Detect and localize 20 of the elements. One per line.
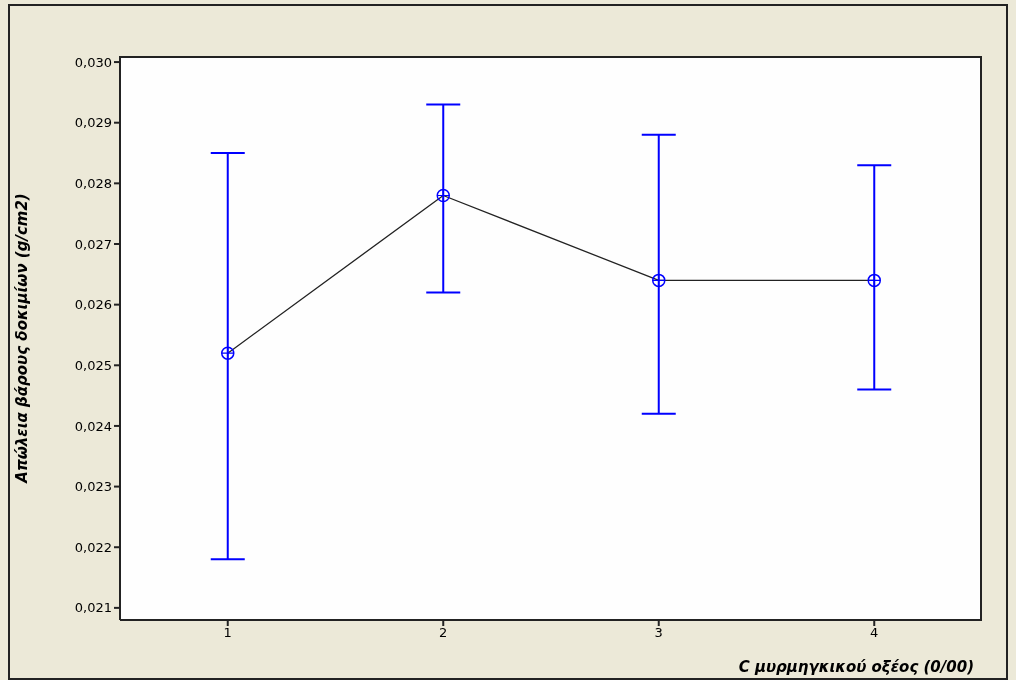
y-tick-label: 0,024 bbox=[74, 418, 112, 434]
y-tick-label: 0,021 bbox=[74, 600, 112, 616]
y-tick-label: 0,028 bbox=[74, 175, 112, 191]
y-tick-label: 0,026 bbox=[74, 297, 112, 313]
y-tick-label: 0,025 bbox=[74, 357, 112, 373]
x-tick-label: 1 bbox=[223, 625, 232, 641]
y-tick-label: 0,022 bbox=[74, 539, 112, 555]
y-tick-label: 0,027 bbox=[74, 236, 112, 252]
y-tick-label: 0,030 bbox=[74, 54, 112, 70]
x-tick-label: 2 bbox=[439, 625, 448, 641]
x-axis-title: C μυρμηγκικού οξέος (0/00) bbox=[738, 658, 974, 676]
point bbox=[436, 188, 450, 203]
point bbox=[221, 346, 235, 360]
y-tick-label: 0,029 bbox=[74, 115, 112, 131]
y-tick-label: 0,023 bbox=[74, 479, 112, 495]
y-axis-title: Απώλεια βάρους δοκιμίων (g/cm2) bbox=[13, 193, 32, 484]
point bbox=[652, 273, 666, 288]
point bbox=[867, 273, 881, 288]
x-tick-label: 3 bbox=[654, 625, 663, 641]
x-tick-label: 4 bbox=[870, 625, 879, 641]
